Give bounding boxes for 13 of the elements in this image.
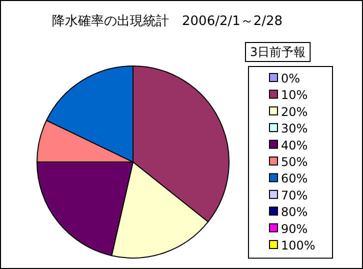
- legend-label: 40%: [281, 138, 308, 152]
- legend-label: 70%: [281, 188, 308, 202]
- legend-label: 10%: [281, 88, 308, 102]
- legend-title: 3日前予報: [250, 45, 306, 59]
- legend-label: 50%: [281, 155, 308, 169]
- legend-label: 90%: [281, 222, 308, 236]
- legend-label: 60%: [281, 172, 308, 186]
- legend-label: 20%: [281, 104, 308, 119]
- chart-title: 降水確率の出現統計 2006/2/1～2/28: [52, 13, 283, 29]
- legend-label: 30%: [281, 122, 308, 136]
- legend-label: 80%: [281, 205, 308, 220]
- legend-label: 0%: [281, 72, 300, 86]
- legend-label: 100%: [281, 238, 316, 252]
